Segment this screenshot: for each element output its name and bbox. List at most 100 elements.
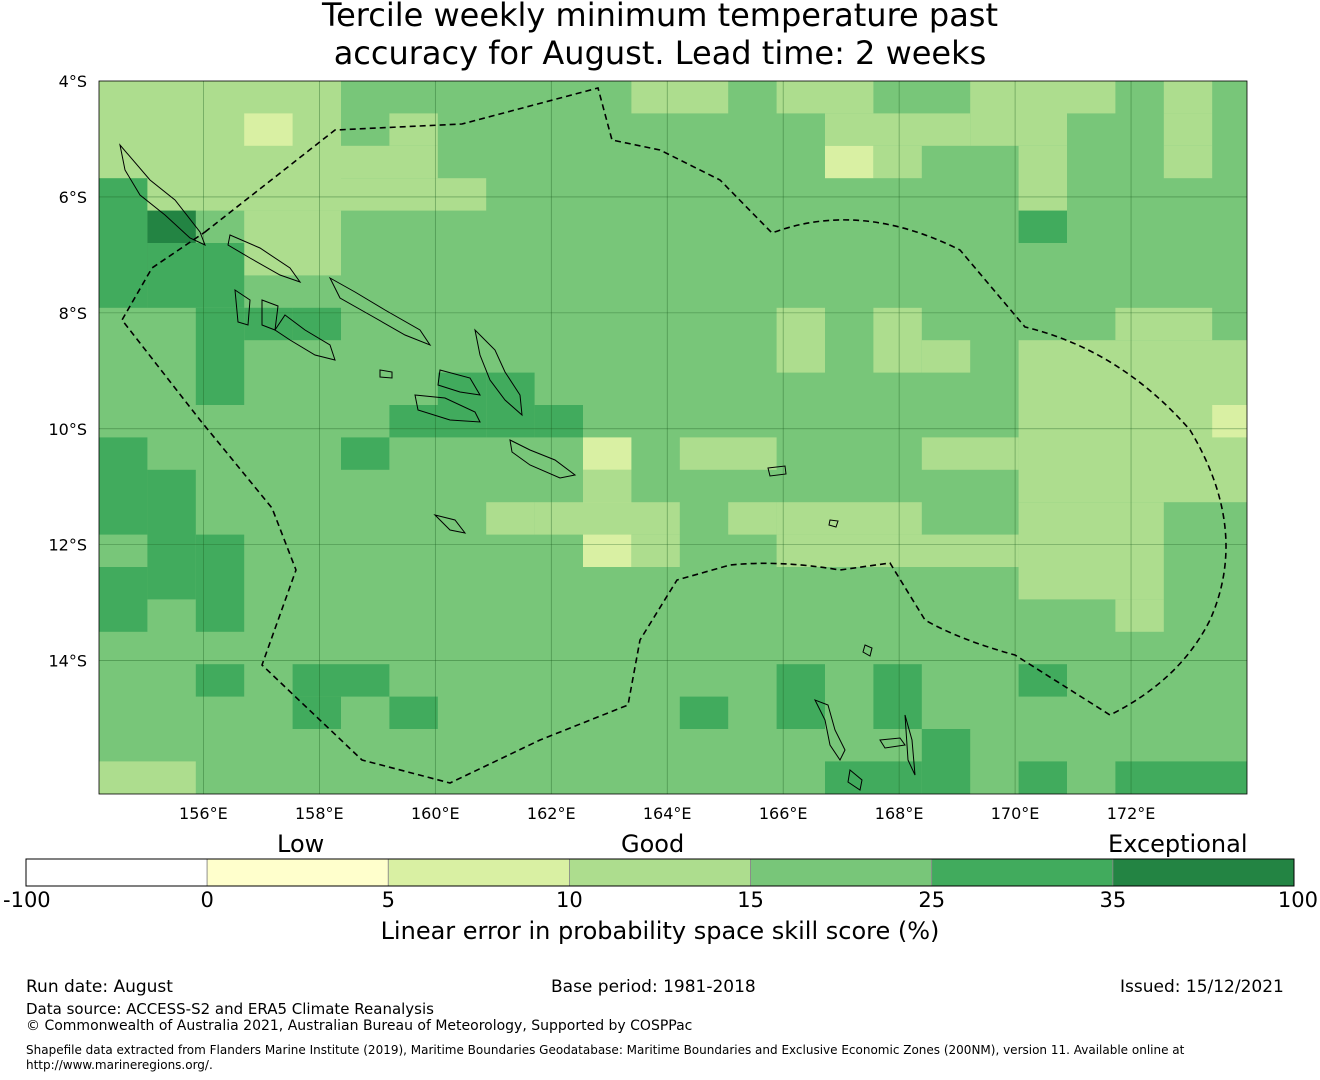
skill-cell (147, 469, 196, 600)
category-low: Low (277, 830, 325, 858)
colorbar-tick-label: 35 (1099, 888, 1127, 912)
data-source: Data source: ACCESS-S2 and ERA5 Climate … (26, 1000, 434, 1018)
lon-tick-label: 160°E (411, 804, 460, 823)
skill-cell (776, 534, 1019, 567)
colorbar-frame (25, 858, 1295, 887)
lat-tick-labels: 4°S 6°S 8°S 10°S 12°S 14°S (48, 72, 87, 671)
lat-tick-label: 14°S (48, 652, 87, 671)
issued-date: Issued: 15/12/2021 (1120, 977, 1284, 997)
skill-cell (776, 307, 825, 373)
chart-title: Tercile weekly minimum temperature past … (0, 0, 1320, 72)
colorbar-tick-label: 25 (918, 888, 946, 912)
colorbar-tick-label: 100 (1277, 888, 1318, 912)
lon-tick-label: 162°E (527, 804, 576, 823)
colorbar-tick-label: -100 (3, 888, 51, 912)
skill-cell (292, 664, 390, 697)
skill-cell (486, 502, 535, 535)
run-date: Run date: August (26, 977, 173, 997)
skill-cell (679, 437, 777, 470)
skill-cell (1163, 81, 1213, 114)
colorbar-segment (25, 858, 208, 887)
skill-cell (1018, 761, 1067, 794)
colorbar-segment (206, 858, 389, 887)
lon-tick-label: 164°E (643, 804, 692, 823)
skill-cell (776, 664, 825, 729)
skill-cell (921, 437, 1019, 470)
skill-cell (921, 729, 971, 794)
skill-cell (195, 307, 245, 405)
skill-cell (1212, 405, 1247, 438)
skill-cell (99, 437, 148, 535)
skill-cell (631, 534, 680, 567)
lat-tick-label: 4°S (59, 72, 87, 91)
lon-tick-label: 156°E (179, 804, 228, 823)
lat-tick-label: 8°S (59, 304, 87, 323)
lon-tick-label: 168°E (875, 804, 924, 823)
colorbar-segment (750, 858, 933, 887)
skill-cells (99, 81, 1247, 794)
lon-tick-label: 170°E (991, 804, 1040, 823)
skill-cell (1115, 761, 1247, 794)
map-frame (98, 80, 1248, 795)
lon-tick-labels: 156°E 158°E 160°E 162°E 164°E 166°E 168°E 170°E… (179, 804, 1155, 823)
skill-cell (825, 145, 874, 179)
skill-cell (244, 210, 341, 276)
skill-cell (631, 81, 729, 114)
colorbar-tick-label: 15 (737, 888, 764, 912)
skill-cell (437, 372, 487, 405)
skill-cell (825, 761, 922, 794)
colorbar-segment (1112, 858, 1295, 887)
lon-tick-label: 158°E (295, 804, 344, 823)
skill-cell (873, 145, 922, 179)
skill-cell (679, 696, 729, 729)
skill-cell (195, 664, 245, 697)
skill-cell (776, 81, 874, 114)
skill-cell (147, 243, 245, 308)
skill-cell (1115, 307, 1213, 341)
skill-cell (99, 567, 148, 632)
category-exceptional: Exceptional (1108, 830, 1248, 858)
colorbar-tick-label: 10 (556, 888, 583, 912)
colorbar-tick-label: 5 (381, 888, 395, 912)
skill-cell (1018, 340, 1247, 503)
skill-cell (583, 437, 632, 470)
category-good: Good (621, 830, 685, 858)
skill-cell (1163, 113, 1213, 146)
skill-cell (389, 113, 438, 146)
skill-cell (728, 502, 777, 535)
skill-cell (873, 307, 922, 373)
lon-tick-label: 172°E (1107, 804, 1156, 823)
skill-cell (534, 405, 583, 438)
skill-cell (292, 307, 341, 341)
skill-cell (195, 534, 245, 632)
lon-tick-label: 166°E (759, 804, 808, 823)
colorbar-tick-label: 0 (200, 888, 214, 912)
colorbar-segment (931, 858, 1114, 887)
shapefile-credit: Shapefile data extracted from Flanders M… (26, 1043, 1185, 1072)
coastlines (119, 143, 916, 791)
skill-cell (244, 113, 293, 146)
title-line-2: accuracy for August. Lead time: 2 weeks (333, 34, 987, 72)
skill-cell (825, 113, 971, 146)
map-gridlines (99, 81, 1247, 794)
skill-cell (1115, 599, 1164, 632)
eez-boundary (121, 87, 1227, 784)
skill-cell (341, 437, 390, 470)
lat-tick-label: 10°S (48, 420, 87, 439)
skill-cell (389, 696, 438, 729)
skill-cell (292, 696, 341, 729)
skill-cell (873, 664, 922, 729)
skill-cell (99, 761, 196, 794)
skill-cell (99, 178, 148, 308)
skill-cell (244, 307, 293, 341)
skill-cell (1067, 81, 1116, 114)
title-line-1: Tercile weekly minimum temperature past (321, 0, 999, 34)
lat-tick-label: 12°S (48, 536, 87, 555)
colorbar (25, 858, 1295, 887)
lat-tick-label: 6°S (59, 188, 87, 207)
skill-cell (583, 469, 632, 503)
colorbar-segment (569, 858, 751, 887)
base-period: Base period: 1981-2018 (551, 977, 756, 997)
copyright: © Commonwealth of Australia 2021, Austra… (26, 1018, 693, 1034)
